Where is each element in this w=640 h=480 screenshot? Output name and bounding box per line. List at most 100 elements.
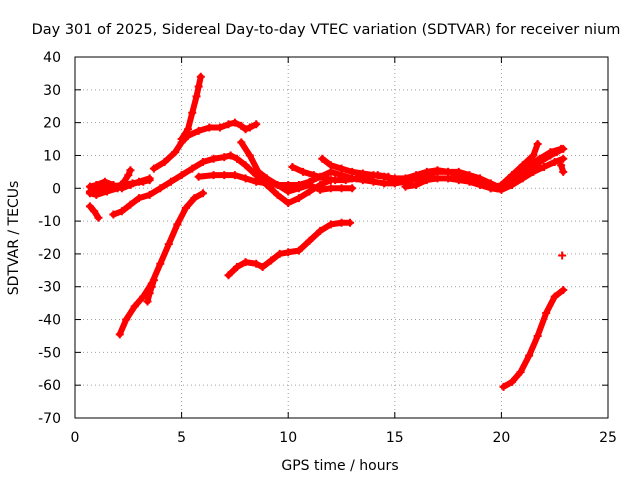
data-point	[326, 161, 335, 170]
data-point	[117, 184, 126, 193]
data-point	[109, 210, 118, 219]
data-point	[401, 174, 410, 183]
data-point	[559, 167, 568, 176]
data-point	[190, 194, 199, 203]
y-tick-label: 0	[52, 181, 61, 197]
data-point	[422, 176, 431, 185]
data-point	[252, 120, 261, 129]
data-point	[149, 164, 158, 173]
data-point	[525, 161, 534, 170]
series-arc9	[143, 276, 158, 306]
data-point	[348, 167, 357, 176]
data-point	[160, 158, 169, 167]
data-point	[156, 184, 165, 193]
y-tick-label: 40	[43, 50, 61, 66]
x-tick-label: 10	[279, 430, 297, 446]
data-point	[85, 182, 94, 191]
series-arc18	[499, 286, 568, 391]
data-point	[557, 144, 566, 153]
series-arc7	[177, 72, 205, 144]
series-arc17	[514, 144, 566, 176]
data-point	[275, 249, 284, 258]
data-point	[529, 151, 538, 160]
y-tick-label: -20	[38, 247, 61, 263]
data-point	[100, 177, 109, 186]
series-arc20	[558, 251, 567, 260]
series-arc15	[401, 139, 542, 193]
data-point	[341, 176, 350, 185]
y-tick-label: -60	[38, 378, 61, 394]
data-point	[226, 151, 235, 160]
data-point	[546, 148, 555, 157]
x-tick-label: 5	[177, 430, 186, 446]
data-point	[147, 282, 156, 291]
data-point	[326, 220, 335, 229]
data-point	[233, 263, 242, 272]
data-series	[85, 72, 568, 391]
data-point	[358, 169, 367, 178]
chart-title: Day 301 of 2025, Sidereal Day-to-day VTE…	[32, 22, 621, 38]
y-tick-label: -30	[38, 280, 61, 296]
axis-tick-labels: 0 5 10 15 20 25 40 30 20 10 0 -10 -20 -30 -40 -50 -60 -70	[38, 50, 617, 446]
data-point	[188, 164, 197, 173]
data-point	[550, 292, 559, 301]
data-point	[444, 174, 453, 183]
y-tick-label: -10	[38, 214, 61, 230]
data-point	[220, 153, 229, 162]
data-point	[237, 121, 246, 130]
data-point	[92, 190, 101, 199]
data-point	[183, 125, 192, 134]
data-point	[326, 184, 335, 193]
data-point	[331, 176, 340, 185]
series-arc11	[224, 218, 355, 280]
data-point	[476, 180, 485, 189]
data-point	[558, 251, 567, 260]
data-point	[508, 377, 517, 386]
data-point	[422, 167, 431, 176]
data-point	[224, 120, 233, 129]
y-tick-label: 30	[43, 83, 61, 99]
data-point	[126, 166, 135, 175]
series-arc12	[237, 138, 357, 196]
data-point	[465, 177, 474, 186]
data-point	[230, 118, 239, 127]
data-point	[156, 259, 165, 268]
data-point	[380, 172, 389, 181]
x-axis-label: GPS time / hours	[281, 458, 398, 474]
data-point	[173, 220, 182, 229]
series-arc5	[109, 151, 335, 219]
data-point	[94, 213, 103, 222]
data-point	[348, 184, 357, 193]
data-point	[273, 180, 282, 189]
data-point	[85, 202, 94, 211]
y-tick-label: -40	[38, 313, 61, 329]
data-point	[401, 182, 410, 191]
data-point	[198, 189, 207, 198]
series-arc3	[85, 174, 154, 193]
data-point	[540, 162, 549, 171]
y-tick-label: -50	[38, 345, 61, 361]
data-point	[352, 174, 361, 183]
series-trace	[144, 277, 157, 305]
series-arc19	[557, 161, 568, 176]
data-point	[337, 218, 346, 227]
series-arc6	[149, 118, 261, 173]
data-point	[143, 297, 152, 306]
data-point	[196, 72, 205, 81]
data-point	[516, 368, 525, 377]
data-point	[177, 135, 186, 144]
data-point	[124, 171, 133, 180]
data-point	[493, 184, 502, 193]
data-point	[209, 171, 218, 180]
data-point	[433, 166, 442, 175]
data-point	[245, 151, 254, 160]
x-tick-label: 15	[386, 430, 404, 446]
data-point	[533, 139, 542, 148]
x-tick-label: 25	[599, 430, 617, 446]
data-point	[245, 123, 254, 132]
data-point	[390, 174, 399, 183]
data-point	[145, 289, 154, 298]
data-point	[220, 171, 229, 180]
data-point	[542, 308, 551, 317]
data-point	[299, 167, 308, 176]
